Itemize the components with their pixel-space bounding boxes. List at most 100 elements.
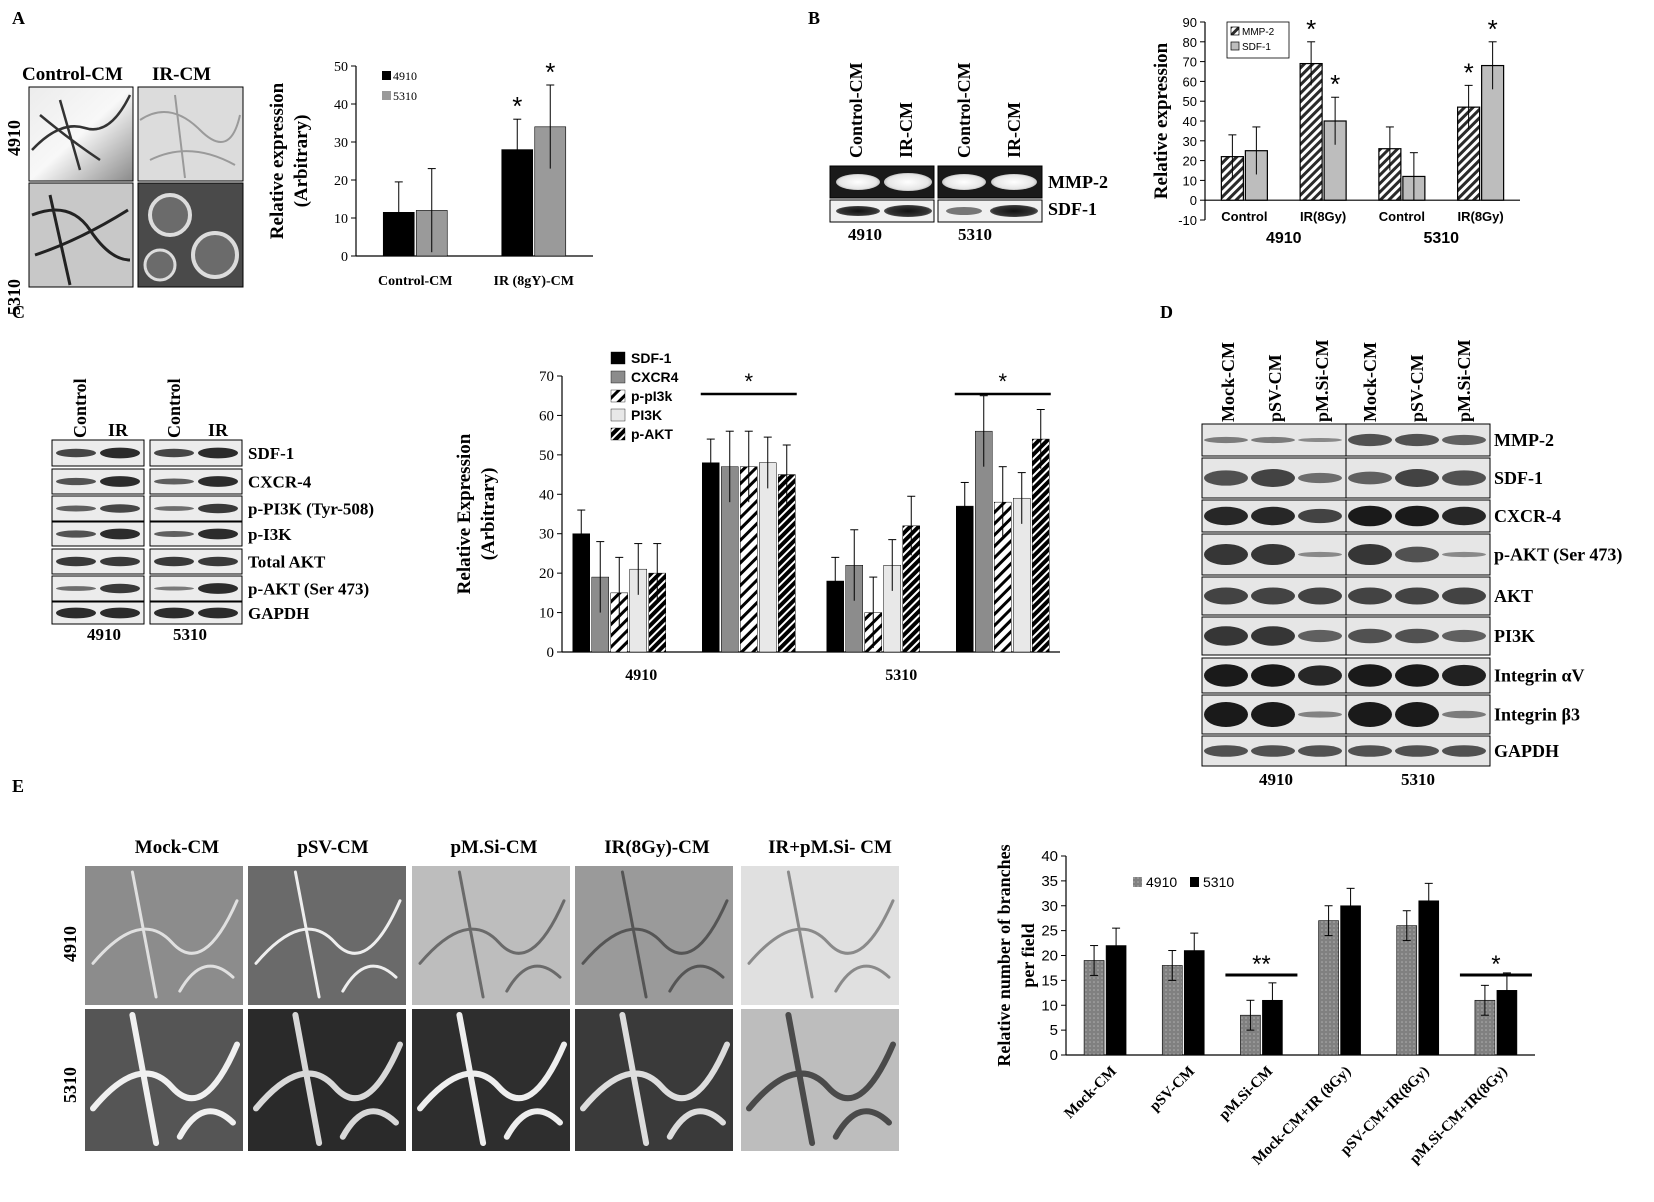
panel-b-y-tick-label: 70 (1183, 55, 1197, 70)
panel-b-group-label: 4910 (1266, 230, 1302, 247)
panel-e-y-tick-label: 25 (1041, 923, 1058, 940)
panel-c-lane-label-2: Control (164, 378, 184, 438)
blot-band (198, 447, 238, 459)
blot-band (1251, 702, 1295, 727)
panel-a-col-header-0: Control-CM (22, 64, 123, 85)
panel-b-legend-label: MMP-2 (1242, 27, 1275, 38)
panel-c-lane-label-1: IR (108, 420, 129, 440)
panel-c-significance-0: * (744, 369, 753, 394)
blot-band (1204, 745, 1248, 757)
panel-a-significance-1: * (545, 57, 555, 87)
panel-d-band-label-0: MMP-2 (1494, 430, 1554, 450)
panel-c-y-tick-label: 0 (547, 645, 555, 661)
panel-a-x-tick-label: Control-CM (378, 274, 452, 289)
blot-band (56, 505, 96, 512)
blot-band (1442, 470, 1486, 486)
panel-label-c: C (12, 302, 25, 322)
blot-band (1348, 702, 1392, 727)
panel-e-col-header-2: pM.Si-CM (450, 837, 537, 858)
panel-b-band-label-1: SDF-1 (1048, 199, 1097, 219)
blot-band (100, 583, 140, 594)
panel-label-b: B (808, 8, 820, 28)
panel-d-band-label-1: SDF-1 (1494, 468, 1543, 488)
blot-band (1251, 745, 1295, 757)
panel-a-row-label-0: 4910 (4, 120, 24, 156)
micrograph-tube-network (746, 1012, 896, 1146)
blot-band (1298, 437, 1342, 443)
blot-band (1251, 664, 1295, 687)
panel-b-legend-label: SDF-1 (1242, 42, 1271, 53)
panel-d-band-label-5: PI3K (1494, 626, 1535, 646)
panel-a-y-tick-label: 10 (334, 212, 348, 227)
panel-c-legend-label: p-AKT (631, 426, 673, 442)
blot-band (1204, 664, 1248, 687)
panel-label-a: A (12, 8, 25, 28)
panel-b-lane-label-2: Control-CM (954, 62, 974, 158)
blot-band (1348, 587, 1392, 605)
blot-band (1204, 544, 1248, 565)
blot-band (1442, 506, 1486, 526)
panel-a-y-axis-label: Relative expression (267, 82, 288, 239)
panel-a-legend-label: 5310 (393, 89, 417, 103)
panel-c-bar-3-4 (1032, 438, 1050, 653)
panel-d-cell-label-0: 4910 (1259, 770, 1293, 789)
panel-c-y-tick-label: 40 (539, 487, 554, 503)
panel-e-y-tick-label: 15 (1041, 972, 1058, 989)
blot-band (100, 476, 140, 487)
panel-b-lane-label-1: IR-CM (896, 102, 916, 158)
blot-band (1298, 629, 1342, 643)
panel-c-legend-swatch (610, 351, 626, 365)
panel-e-y-axis-label: per field (1018, 923, 1038, 987)
panel-e-significance-0: ** (1252, 951, 1271, 978)
blot-c-1-row-6 (149, 601, 243, 625)
blot-band (154, 448, 194, 458)
panel-a-x-tick-label: IR (8gY)-CM (494, 274, 574, 289)
panel-a-y-tick-label: 50 (334, 60, 348, 75)
panel-a-micrographs: Control-CM IR-CM 4910 5310 (4, 64, 244, 315)
panel-d-lane-label-3: Mock-CM (1360, 342, 1380, 422)
panel-e-significance-1: * (1491, 951, 1500, 978)
panel-a-y-tick-label: 40 (334, 98, 348, 113)
blot-band (100, 607, 140, 619)
blot-band (1442, 551, 1486, 558)
panel-b-group-label: 5310 (1423, 230, 1459, 247)
blot-band (1348, 433, 1392, 447)
panel-c-group-label: 5310 (885, 667, 917, 684)
panel-d-lane-label-4: pSV-CM (1407, 354, 1427, 422)
blot-band (1348, 628, 1392, 644)
panel-e-y-axis-label: Relative number of branches (994, 844, 1014, 1066)
panel-e-y-tick-label: 10 (1041, 997, 1058, 1014)
panel-a-y-tick-label: 20 (334, 174, 348, 189)
panel-b-y-tick-label: 20 (1183, 154, 1197, 169)
panel-c-y-tick-label: 20 (539, 566, 554, 582)
panel-c-cell-label-0: 4910 (87, 625, 121, 644)
panel-c-y-axis-label: Relative Expression (454, 433, 475, 594)
panel-b-significance-1: * (1330, 69, 1340, 99)
panel-c-band-label-2: p-PI3K (Tyr-508) (248, 500, 374, 519)
blot-band (1298, 587, 1342, 605)
panel-b-y-tick-label: 0 (1190, 193, 1197, 208)
blot-band (1442, 629, 1486, 643)
panel-e-y-tick-label: 5 (1050, 1022, 1058, 1039)
panel-e-row-label-0: 4910 (60, 926, 80, 962)
panel-c-band-label-4: Total AKT (248, 553, 326, 572)
panel-label-d: D (1160, 302, 1173, 322)
panel-e-micrographs: Mock-CM pSV-CM pM.Si-CM IR(8Gy)-CM IR+pM… (60, 837, 899, 1151)
panel-b-y-tick-label: 30 (1183, 134, 1197, 149)
blot-band (1348, 745, 1392, 757)
blot-band (1442, 710, 1486, 719)
panel-d-band-label-8: GAPDH (1494, 741, 1559, 761)
blot-band (198, 556, 238, 567)
panel-c-y-tick-label: 30 (539, 527, 554, 543)
panel-e-x-tick-label: pSV-CM (1147, 1064, 1198, 1115)
blot-band (1204, 506, 1248, 526)
panel-b-x-tick-label: IR(8Gy) (1458, 209, 1504, 224)
panel-c-legend-label: p-pI3k (631, 388, 672, 404)
panel-d-band-label-7: Integrin β3 (1494, 705, 1580, 725)
blot-band (1395, 745, 1439, 757)
panel-b-lane-label-3: IR-CM (1004, 102, 1024, 158)
micrograph-tube-network (90, 1012, 240, 1146)
panel-e-chart: 0 5 10 15 20 25 30 35 40 Relative number of branc… (994, 844, 1535, 1168)
panel-b-y-tick-label: 40 (1183, 114, 1197, 129)
